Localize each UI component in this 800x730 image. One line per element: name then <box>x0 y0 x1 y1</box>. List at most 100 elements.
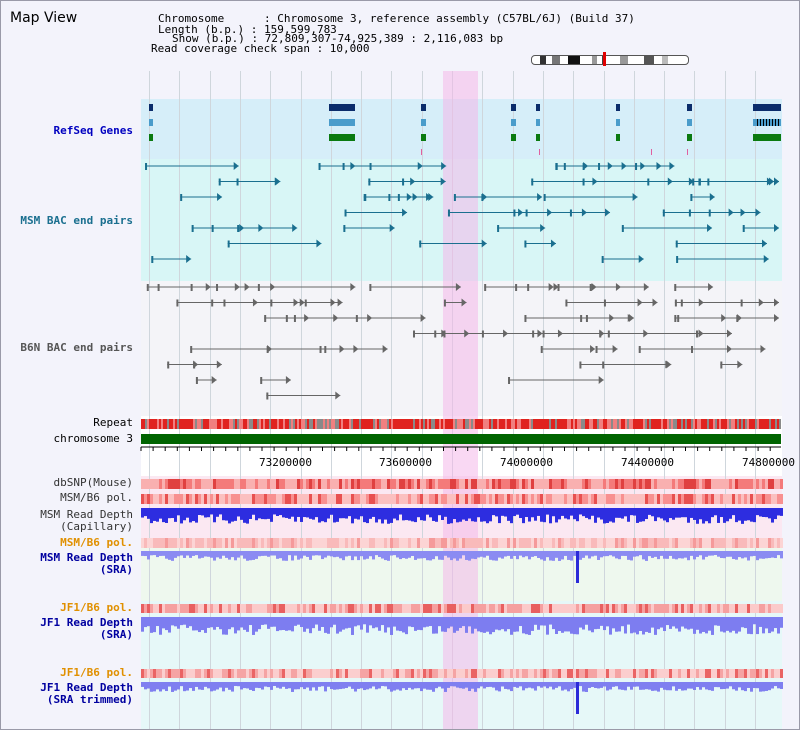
pol-heat <box>285 604 288 613</box>
pol-heat <box>555 538 558 548</box>
jf1-depth-bar <box>576 617 579 635</box>
refseq-gene <box>149 119 153 126</box>
msm-sra-depth-bar <box>297 551 300 560</box>
dbsnp-heat <box>198 479 201 489</box>
pol-heat <box>567 494 570 504</box>
dbsnp-heat <box>618 479 621 489</box>
dbsnp-heat <box>246 479 249 489</box>
dbsnp-heat <box>231 479 234 489</box>
pol-heat <box>246 604 249 613</box>
pol-heat <box>597 538 600 548</box>
pol-heat <box>741 669 744 678</box>
pol-heat <box>186 494 189 504</box>
msm-depth-bar <box>579 508 582 515</box>
pol-heat <box>681 538 684 548</box>
jf1-trim-depth-bar <box>465 682 468 688</box>
msm-depth-bar <box>141 508 144 518</box>
pol-heat <box>441 538 444 548</box>
msm-sra-depth-bar <box>363 551 366 560</box>
pol-heat <box>267 604 270 613</box>
dbsnp-heat <box>630 479 633 489</box>
msm-depth-bar <box>243 508 246 523</box>
grid-line <box>543 71 544 729</box>
msm-depth-bar <box>357 508 360 520</box>
pol-heat <box>600 669 603 678</box>
repeat-segment <box>265 419 267 429</box>
jf1-trim-depth-bar <box>459 682 462 689</box>
pol-heat <box>483 604 486 613</box>
jf1-trim-depth-bar <box>444 682 447 692</box>
jf1-depth-bar <box>252 617 255 635</box>
pol-heat <box>246 669 249 678</box>
pol-heat <box>669 669 672 678</box>
repeat-segment <box>175 419 177 429</box>
jf1-depth-bar <box>162 617 165 629</box>
msm-bac-pair <box>236 178 239 186</box>
msm-bac-pair <box>426 193 432 201</box>
label-msm-bac[interactable]: MSM BAC end pairs <box>20 214 133 227</box>
pol-heat <box>408 604 411 613</box>
pol-heat <box>159 494 162 504</box>
pol-heat <box>201 538 204 548</box>
dbsnp-heat <box>381 479 384 489</box>
jf1-depth-bar <box>720 617 723 632</box>
jf1-trim-depth-bar <box>591 682 594 688</box>
pol-heat <box>363 538 366 548</box>
pol-heat <box>252 538 255 548</box>
repeat-segment <box>153 419 155 429</box>
pol-heat <box>735 494 738 504</box>
msm-depth-bar <box>321 508 324 522</box>
repeat-segment <box>307 419 309 429</box>
jf1-trim-depth-bar <box>288 682 291 689</box>
pol-heat <box>708 494 711 504</box>
pol-heat <box>351 494 354 504</box>
msm-depth-bar <box>708 508 711 524</box>
dbsnp-heat <box>306 479 309 489</box>
jf1-trim-depth-bar <box>534 682 537 691</box>
msm-depth-bar <box>168 508 171 519</box>
pol-heat <box>219 494 222 504</box>
b6n-bac-pair <box>740 299 743 307</box>
jf1-trim-depth-bar <box>723 682 726 689</box>
jf1-depth-bar <box>534 617 537 625</box>
pol-heat <box>702 538 705 548</box>
pol-heat <box>720 494 723 504</box>
dbsnp-heat <box>213 479 216 489</box>
dbsnp-heat <box>258 479 261 489</box>
label-b6n-bac[interactable]: B6N BAC end pairs <box>20 341 133 354</box>
repeat-segment <box>619 419 621 429</box>
pol-heat <box>297 494 300 504</box>
msm-depth-bar <box>462 508 465 520</box>
repeat-segment <box>761 419 763 429</box>
msm-depth-bar <box>699 508 702 520</box>
repeat-segment <box>229 419 231 429</box>
jf1-depth-bar <box>453 617 456 633</box>
msm-sra-depth-bar <box>762 551 765 559</box>
jf1-trim-depth-bar <box>543 682 546 687</box>
dbsnp-heat <box>201 479 204 489</box>
label-refseq-genes[interactable]: RefSeq Genes <box>53 124 133 137</box>
jf1-depth-bar <box>339 617 342 632</box>
msm-sra-depth-bar <box>543 551 546 561</box>
pol-heat <box>687 494 690 504</box>
msm-sra-depth-bar <box>162 551 165 556</box>
msm-sra-depth-bar <box>252 551 255 560</box>
repeat-segment <box>195 419 197 429</box>
pol-heat <box>699 669 702 678</box>
dbsnp-heat <box>672 479 675 489</box>
pol-heat <box>276 669 279 678</box>
pol-heat <box>462 538 465 548</box>
pol-heat <box>174 669 177 678</box>
pol-heat <box>240 538 243 548</box>
pol-heat <box>558 538 561 548</box>
jf1-trim-depth-bar <box>606 682 609 691</box>
jf1-depth-bar <box>417 617 420 630</box>
msm-sra-depth-bar <box>600 551 603 558</box>
jf1-trim-depth-bar <box>342 682 345 689</box>
msm-bac-pair <box>369 163 372 170</box>
pol-heat <box>213 669 216 678</box>
jf1-depth-bar <box>156 617 159 627</box>
jf1-depth-bar <box>486 617 489 632</box>
pol-heat <box>567 604 570 613</box>
